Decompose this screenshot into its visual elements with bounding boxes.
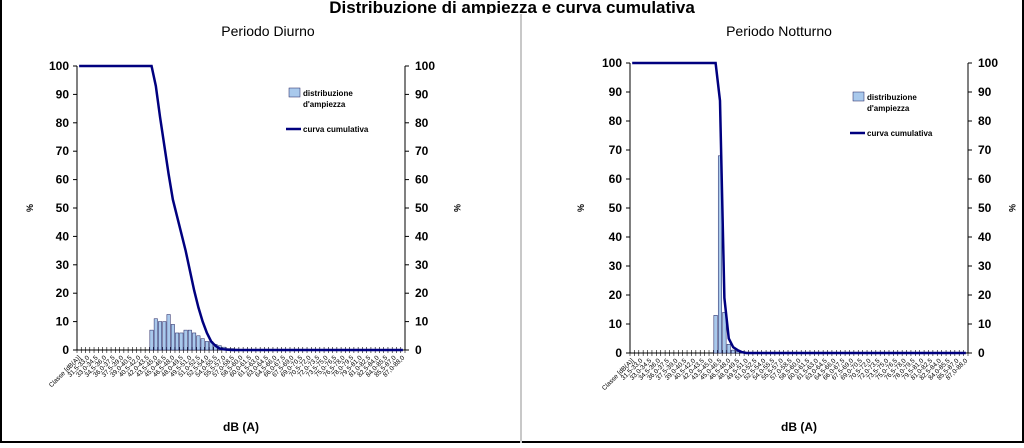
chart1-y-tick-label-left: 30 xyxy=(56,258,70,272)
chart2-cumulative-line xyxy=(632,63,966,353)
chart2-y-tick-label-right: 60 xyxy=(978,172,992,186)
chart2-y-tick-label-left: 80 xyxy=(609,114,623,128)
chart1-bar xyxy=(171,324,174,350)
chart2-y-tick-label-left: 40 xyxy=(609,230,623,244)
chart1-bar xyxy=(175,333,178,350)
chart-notturno: Periodo Notturno 0 0 10 10 20 20 30 30 40 40 50 50 60… xyxy=(522,14,1024,443)
chart2-title: Periodo Notturno xyxy=(726,23,832,39)
chart1-y-tick-label-left: 80 xyxy=(56,116,70,130)
chart2-bar xyxy=(727,344,731,353)
chart-diurno: Periodo Diurno 0 0 10 10 20 20 30 30 40 40 50 50 60 60… xyxy=(0,14,520,443)
chart2-y-tick-label-left: 90 xyxy=(609,85,623,99)
chart1-y-tick-label-left: 10 xyxy=(56,315,70,329)
chart1-ylabel-right: % xyxy=(452,204,462,212)
report-title: Distribuzione di ampiezza e curva cumula… xyxy=(329,0,695,14)
chart1-legend-label-bar-2: d'ampiezza xyxy=(303,100,346,109)
chart2-y-tick-label-left: 0 xyxy=(615,346,622,360)
chart2-ylabel-right: % xyxy=(1007,204,1017,212)
chart1-y-tick-label-right: 50 xyxy=(415,201,429,215)
chart2-ylabel-left: % xyxy=(576,204,586,212)
chart1-y-tick-label-right: 40 xyxy=(415,229,429,243)
chart1-y-tick-label-left: 20 xyxy=(56,286,70,300)
chart1-xlabel: dB (A) xyxy=(223,420,259,434)
chart2-xlabel: dB (A) xyxy=(781,420,817,434)
chart2-y-tick-label-right: 100 xyxy=(978,56,998,70)
chart1-bar xyxy=(188,330,191,350)
chart2-y-tick-label-right: 90 xyxy=(978,85,992,99)
chart1-y-tick-label-left: 70 xyxy=(56,144,70,158)
chart-panel-diurno: Periodo Diurno 0 0 10 10 20 20 30 30 40 40 50 50 60 60… xyxy=(0,14,520,443)
chart1-title: Periodo Diurno xyxy=(221,23,315,39)
chart1-bar xyxy=(197,336,200,350)
chart2-y-tick-label-left: 60 xyxy=(609,172,623,186)
chart2-y-tick-label-right: 70 xyxy=(978,143,992,157)
chart1-bar xyxy=(184,330,187,350)
chart1-y-tick-label-left: 100 xyxy=(49,59,69,73)
chart1-legend-label-line: curva cumulativa xyxy=(303,125,369,134)
chart1-y-tick-label-left: 60 xyxy=(56,173,70,187)
chart1-bar xyxy=(180,333,183,350)
chart2-y-tick-label-left: 10 xyxy=(609,317,623,331)
chart2-y-tick-label-right: 50 xyxy=(978,201,992,215)
chart1-y-tick-label-left: 40 xyxy=(56,229,70,243)
chart1-y-tick-label-right: 30 xyxy=(415,258,429,272)
chart1-y-tick-label-right: 80 xyxy=(415,116,429,130)
chart1-legend-label-bar: distribuzione xyxy=(303,89,353,98)
chart2-bar xyxy=(731,350,735,353)
chart1-bar xyxy=(163,322,166,350)
chart2-legend-label-line: curva cumulativa xyxy=(867,129,933,138)
chart1-bar xyxy=(205,341,208,350)
chart2-legend-label-bar-2: d'ampiezza xyxy=(867,104,910,113)
chart1-y-tick-label-right: 0 xyxy=(415,343,422,357)
chart2-y-tick-label-right: 30 xyxy=(978,259,992,273)
chart2-y-tick-label-left: 70 xyxy=(609,143,623,157)
chart1-y-tick-label-right: 60 xyxy=(415,173,429,187)
chart1-legend-swatch-bar xyxy=(289,88,300,97)
chart2-legend-label-bar: distribuzione xyxy=(867,93,917,102)
chart1-bar xyxy=(154,319,157,350)
report-header: Distribuzione di ampiezza e curva cumula… xyxy=(0,0,1024,14)
chart2-y-tick-label-right: 80 xyxy=(978,114,992,128)
chart2-y-tick-label-right: 40 xyxy=(978,230,992,244)
chart1-y-tick-label-left: 90 xyxy=(56,87,70,101)
chart1-y-tick-label-right: 20 xyxy=(415,286,429,300)
chart1-bar xyxy=(167,315,170,351)
chart1-bar xyxy=(192,333,195,350)
chart2-y-tick-label-left: 20 xyxy=(609,288,623,302)
chart2-y-tick-label-right: 20 xyxy=(978,288,992,302)
chart-panel-notturno: Periodo Notturno 0 0 10 10 20 20 30 30 40 40 50 50 60… xyxy=(522,14,1024,443)
chart2-y-tick-label-right: 10 xyxy=(978,317,992,331)
chart2-bar xyxy=(714,315,718,353)
chart2-y-tick-label-right: 0 xyxy=(978,346,985,360)
chart2-legend-swatch-bar xyxy=(853,92,864,101)
chart1-bar xyxy=(158,322,161,350)
chart1-y-tick-label-right: 70 xyxy=(415,144,429,158)
chart1-y-tick-label-right: 90 xyxy=(415,87,429,101)
chart2-y-tick-label-left: 100 xyxy=(602,56,622,70)
chart2-y-tick-label-left: 50 xyxy=(609,201,623,215)
chart1-y-tick-label-right: 100 xyxy=(415,59,435,73)
chart2-y-tick-label-left: 30 xyxy=(609,259,623,273)
chart1-cumulative-line xyxy=(79,66,403,350)
chart1-y-tick-label-left: 50 xyxy=(56,201,70,215)
chart1-y-tick-label-left: 0 xyxy=(62,343,69,357)
chart1-bar xyxy=(201,339,204,350)
chart1-bar xyxy=(150,330,153,350)
chart1-ylabel-left: % xyxy=(25,204,35,212)
chart1-y-tick-label-right: 10 xyxy=(415,315,429,329)
